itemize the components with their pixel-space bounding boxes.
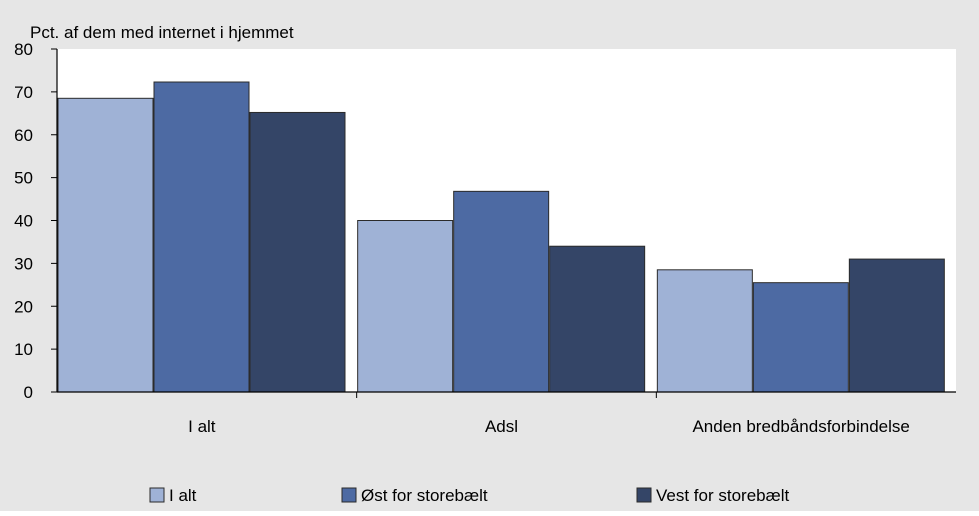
y-tick-label: 40 <box>14 212 33 231</box>
legend-label: I alt <box>169 486 197 505</box>
y-axis-label: Pct. af dem med internet i hjemmet <box>30 23 294 42</box>
y-tick-label: 50 <box>14 169 33 188</box>
bar <box>752 282 849 393</box>
bar <box>549 245 646 393</box>
y-tick-label: 10 <box>14 340 33 359</box>
y-tick-label: 80 <box>14 40 33 59</box>
legend: I alt Øst for storebælt Vest for storebælt <box>149 486 790 505</box>
x-category-label: Adsl <box>485 417 518 436</box>
bar <box>57 97 154 393</box>
y-tick-label: 20 <box>14 297 33 316</box>
legend-swatch <box>149 487 165 503</box>
y-tick-label: 30 <box>14 254 33 273</box>
bar <box>656 269 753 393</box>
bar <box>153 81 250 393</box>
y-tick-label: 60 <box>14 126 33 145</box>
legend-swatch <box>341 487 357 503</box>
y-tick-label: 0 <box>24 383 33 402</box>
legend-label: Øst for storebælt <box>361 486 488 505</box>
x-category-label: Anden bredbåndsforbindelse <box>692 417 909 436</box>
y-tick-label: 70 <box>14 83 33 102</box>
bar <box>357 220 454 393</box>
legend-swatch <box>636 487 652 503</box>
x-category-label: I alt <box>188 417 216 436</box>
bar <box>453 190 550 393</box>
bar <box>848 258 945 393</box>
plot-area: 0 10 20 30 40 50 60 70 80 I alt Adsl Anden bredbånd… <box>14 40 956 436</box>
bar <box>249 111 346 393</box>
legend-label: Vest for storebælt <box>656 486 790 505</box>
